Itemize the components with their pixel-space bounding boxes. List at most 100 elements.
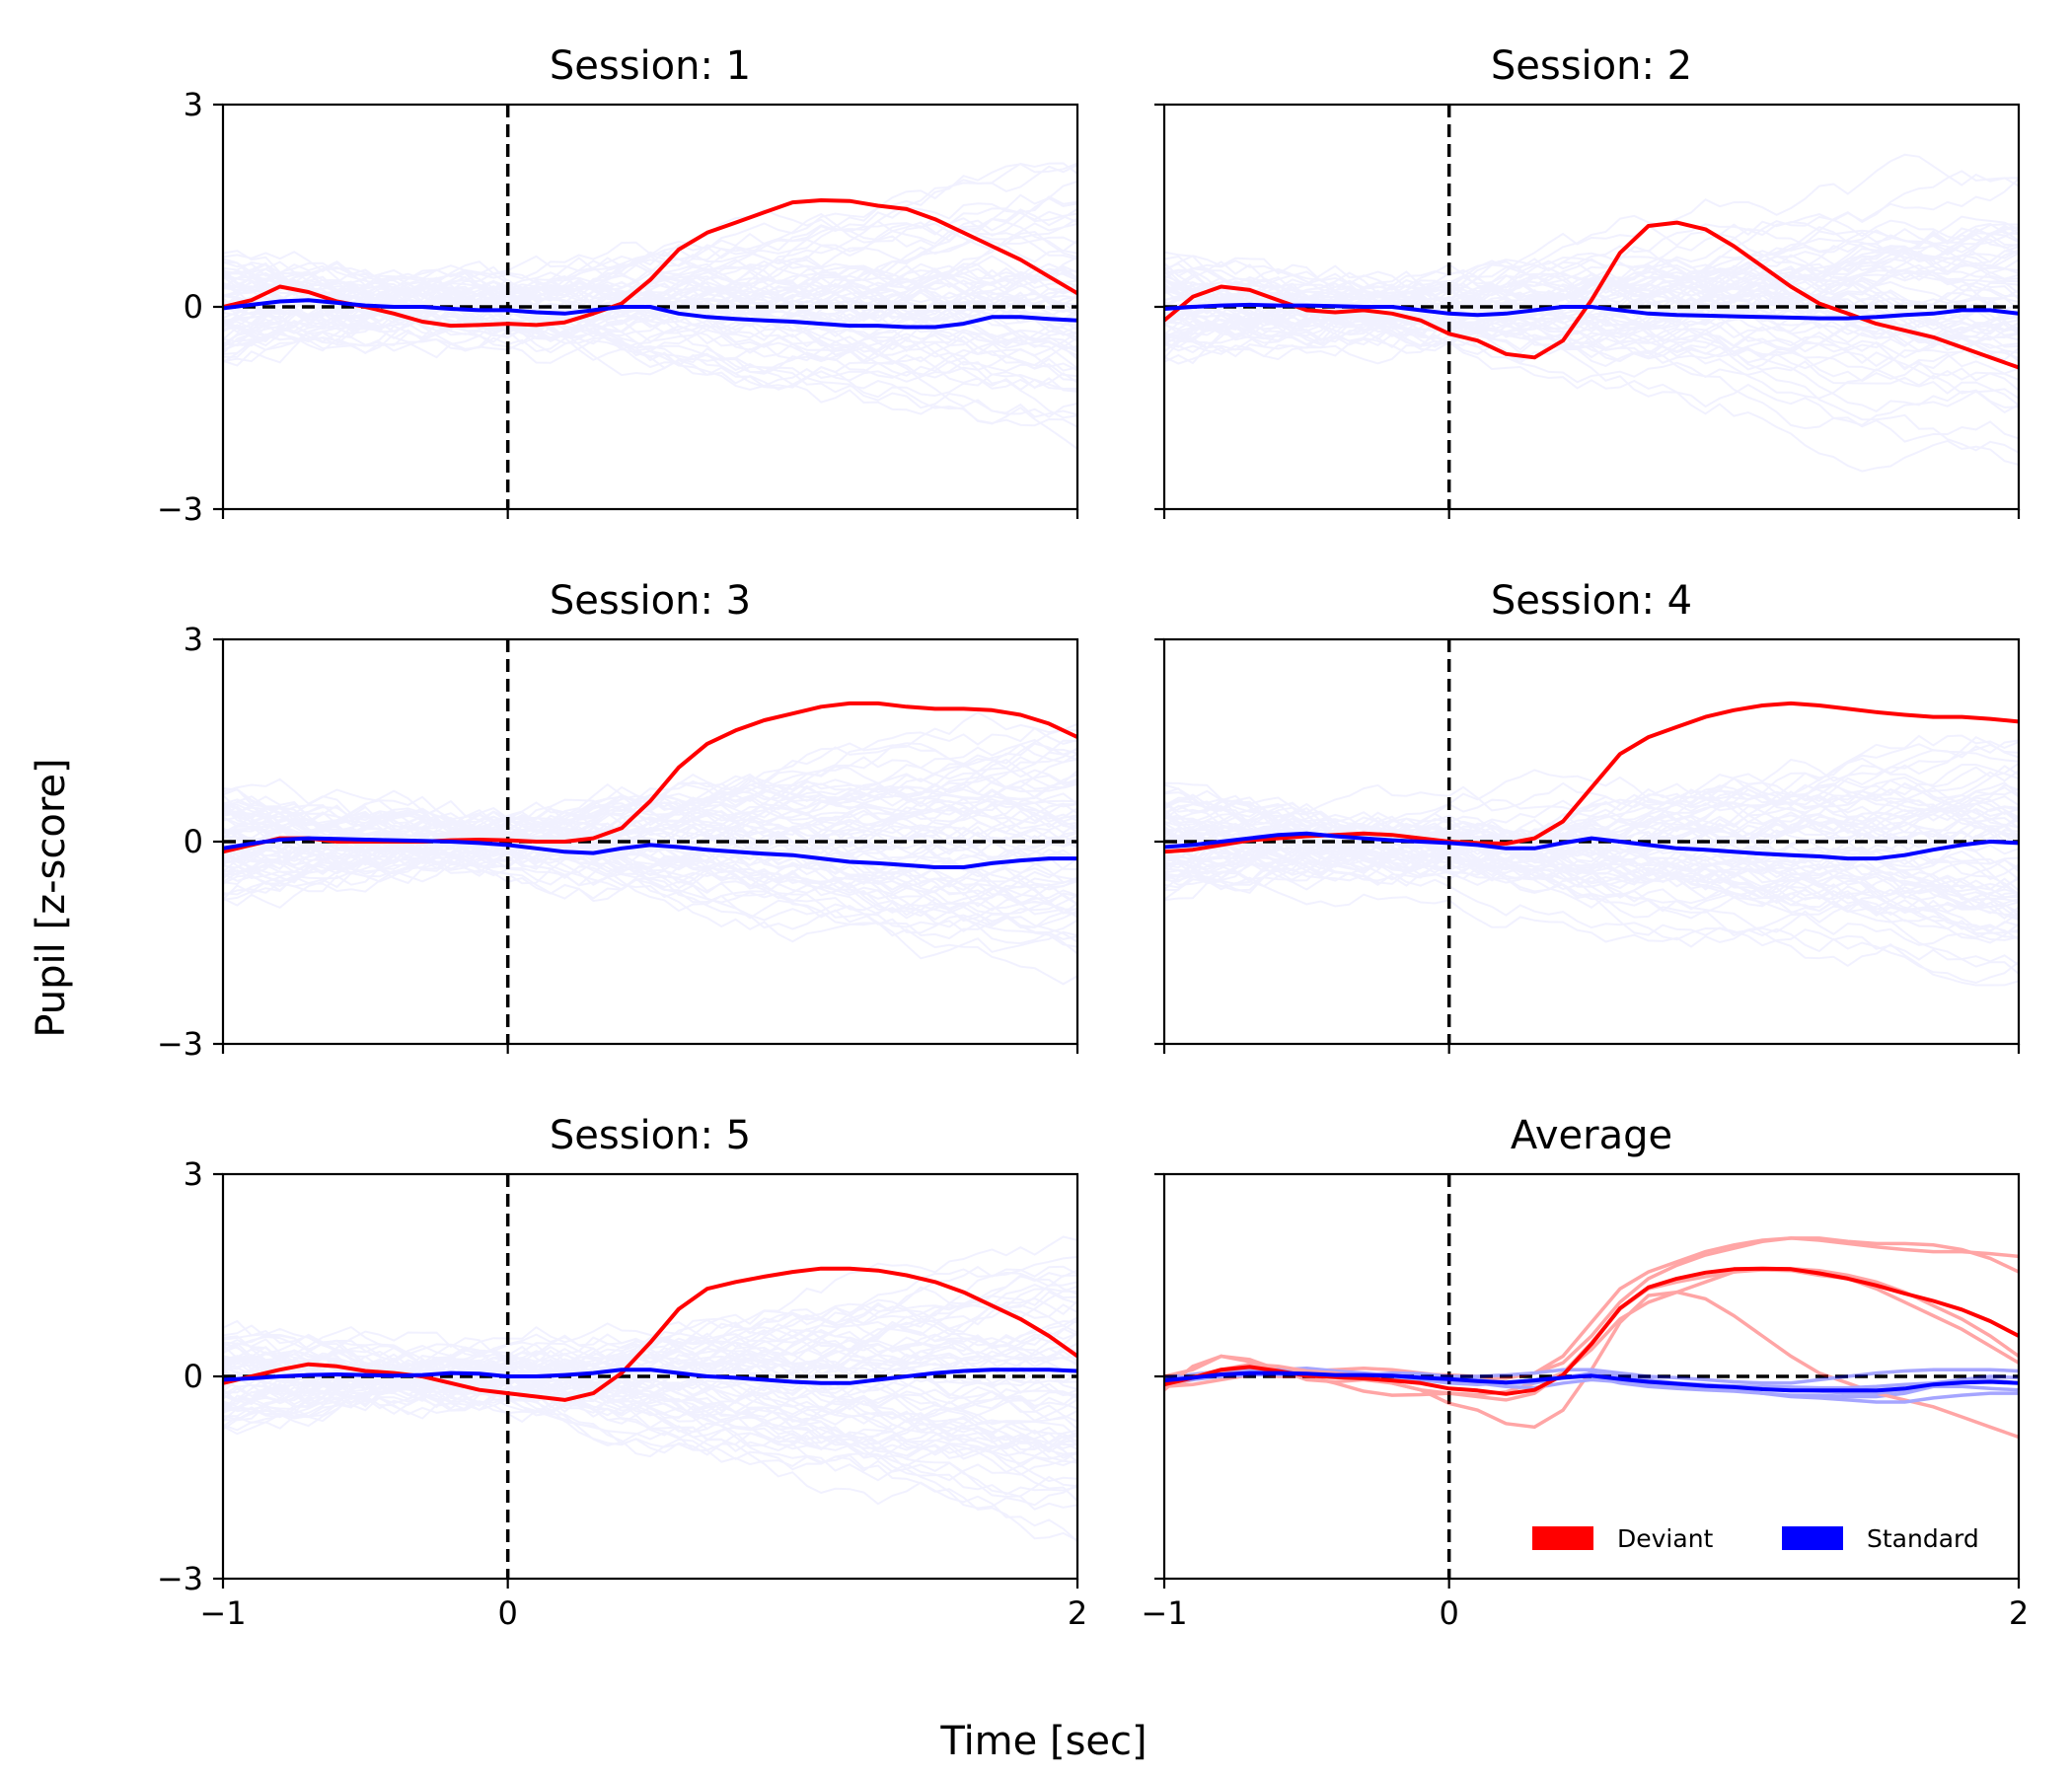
trial-trace [223,1357,1077,1455]
trial-trace [223,1319,1077,1446]
trial-trace [223,277,1077,392]
trial-trace [223,817,1077,912]
y-tick-label: 3 [184,1155,203,1193]
series-line-standard [223,836,1077,869]
subplot-title: Session: 4 [1491,578,1692,624]
trial-trace [223,751,1077,843]
trial-trace [223,743,1077,893]
trial-trace [223,256,1077,342]
series-line-standard [1164,831,2019,861]
trial-trace [223,265,1077,351]
subplot-title: Session: 2 [1491,43,1692,89]
trial-trace [223,255,1077,322]
trial-trace [223,1256,1077,1422]
trial-trace [1164,749,2019,843]
y-tick-label: 0 [184,288,203,326]
trial-trace [1164,765,2019,862]
trial-trace [1164,838,2019,932]
trial-trace [223,773,1077,859]
trial-trace [223,806,1077,912]
trial-trace [223,1325,1077,1376]
plot-area [223,639,1077,1044]
y-tick-label: −3 [157,490,203,528]
trial-trace [223,267,1077,347]
trial-trace [223,845,1077,955]
trial-trace [223,1376,1077,1542]
trial-trace [223,1359,1077,1398]
trial-trace [223,1358,1077,1462]
trial-trace [223,162,1077,312]
trial-trace [223,282,1077,355]
trial-trace [1164,796,2019,941]
trial-trace [1164,300,2019,361]
trial-trace [1164,275,2019,346]
trial-trace [1164,797,2019,884]
plot-area [1164,639,2019,1044]
session-curve [1164,1290,2019,1440]
trial-trace [223,237,1077,339]
trial-trace [223,300,1077,389]
trial-trace [223,1337,1077,1411]
trial-trace [1164,282,2019,383]
trial-trace [223,300,1077,355]
trial-trace [223,1350,1077,1463]
trial-trace [223,236,1077,313]
trial-trace [223,1372,1077,1457]
trial-trace [223,819,1077,913]
trial-trace [223,264,1077,357]
trial-trace [223,210,1077,332]
trial-trace [223,1365,1077,1465]
trial-trace [223,275,1077,334]
legend-swatch-deviant [1532,1526,1593,1550]
trial-trace [1164,281,2019,362]
trial-trace [223,798,1077,858]
trial-trace [223,261,1077,323]
trial-trace [223,250,1077,327]
trial-trace [1164,281,2019,430]
trial-trace [223,1355,1077,1422]
trial-trace [223,1342,1077,1451]
trial-trace [1164,743,2019,858]
trial-trace [1164,776,2019,866]
trial-trace [223,836,1077,915]
trial-trace [1164,312,2019,382]
trial-trace [223,277,1077,341]
trial-trace [1164,255,2019,375]
trial-trace [223,808,1077,960]
series-line-deviant [223,1266,1077,1402]
trial-trace [223,1274,1077,1386]
trial-trace [1164,805,2019,869]
trial-trace [223,1333,1077,1390]
trial-trace [1164,783,2019,877]
trial-trace [223,295,1077,343]
trial-trace [223,1320,1077,1382]
trial-trace [1164,828,2019,876]
trial-trace [223,195,1077,367]
trial-trace [223,258,1077,332]
trial-trace [223,323,1077,379]
trial-trace [223,164,1077,314]
subplot-2: Session: 2 [1154,43,2021,519]
trial-trace [1164,736,2019,879]
trial-traces [223,1235,1077,1543]
trial-trace [1164,836,2019,911]
trial-trace [1164,825,2019,907]
trial-trace [1164,262,2019,305]
trial-trace [1164,844,2019,941]
trial-trace [223,838,1077,943]
trial-trace [223,1356,1077,1468]
trial-trace [223,292,1077,380]
trial-trace [223,299,1077,352]
series-line-deviant [1164,220,2019,370]
trial-trace [223,1378,1077,1511]
trial-trace [223,803,1077,905]
trial-trace [223,258,1077,351]
trial-trace [1164,263,2019,340]
trial-trace [1164,153,2019,303]
trial-trace [223,218,1077,321]
trial-trace [1164,261,2019,328]
trial-trace [1164,242,2019,304]
trial-trace [223,277,1077,333]
trial-trace [223,801,1077,869]
trial-trace [223,288,1077,370]
